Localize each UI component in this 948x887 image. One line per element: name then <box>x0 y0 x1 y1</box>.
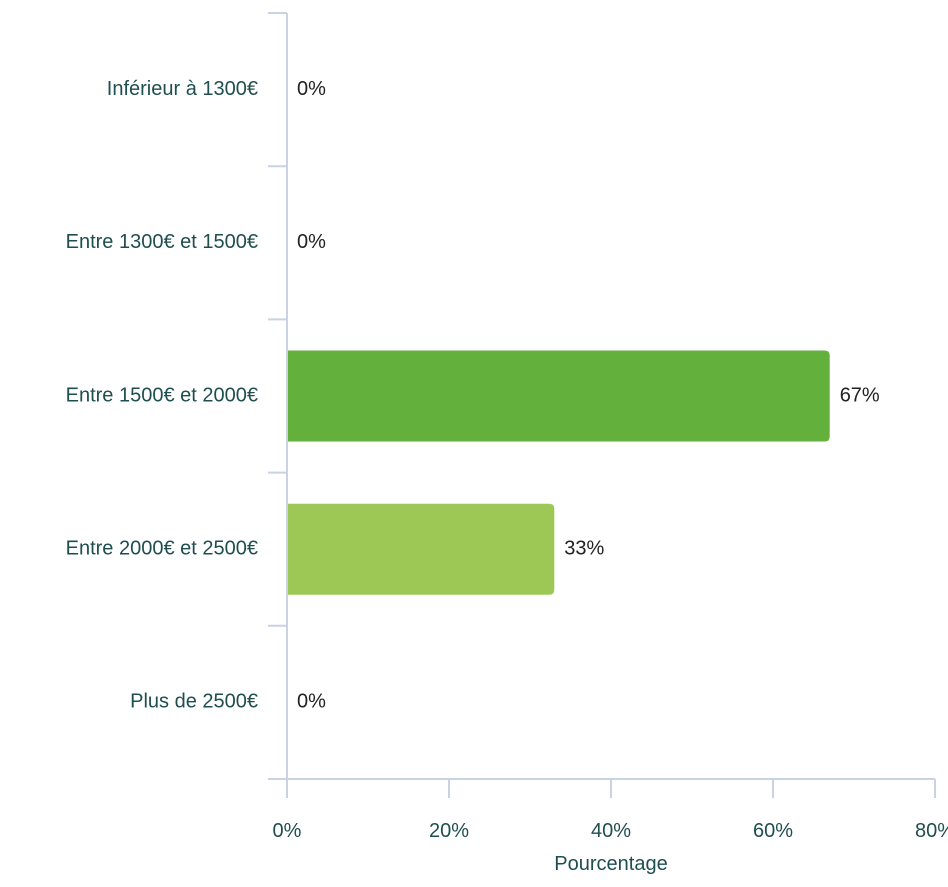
axes <box>268 13 935 780</box>
data-label: 0% <box>297 231 326 253</box>
data-label: 0% <box>297 78 326 100</box>
x-tick-label: 40% <box>591 820 631 842</box>
category-labels: Inférieur à 1300€ Entre 1300€ et 1500€ Ent… <box>66 78 258 713</box>
data-label: 33% <box>564 537 604 559</box>
x-tick-label: 20% <box>429 820 469 842</box>
category-label: Entre 1300€ et 1500€ <box>66 231 258 253</box>
x-axis-title: Pourcentage <box>554 853 667 875</box>
data-label: 0% <box>297 691 326 713</box>
bar <box>287 350 830 442</box>
data-label: 67% <box>840 384 880 406</box>
x-axis-ticks: 0% 20% 40% 60% 80% <box>268 12 948 842</box>
x-tick-label: 0% <box>273 820 302 842</box>
category-label: Entre 1500€ et 2000€ <box>66 384 258 406</box>
bar <box>287 503 555 595</box>
data-labels: 0% 0% 67% 33% 0% <box>297 78 880 713</box>
category-label: Entre 2000€ et 2500€ <box>66 537 258 559</box>
category-label: Plus de 2500€ <box>130 691 258 713</box>
bars <box>287 350 830 595</box>
x-tick-label: 60% <box>753 820 793 842</box>
x-tick-label: 80% <box>915 820 948 842</box>
category-label: Inférieur à 1300€ <box>107 78 258 100</box>
